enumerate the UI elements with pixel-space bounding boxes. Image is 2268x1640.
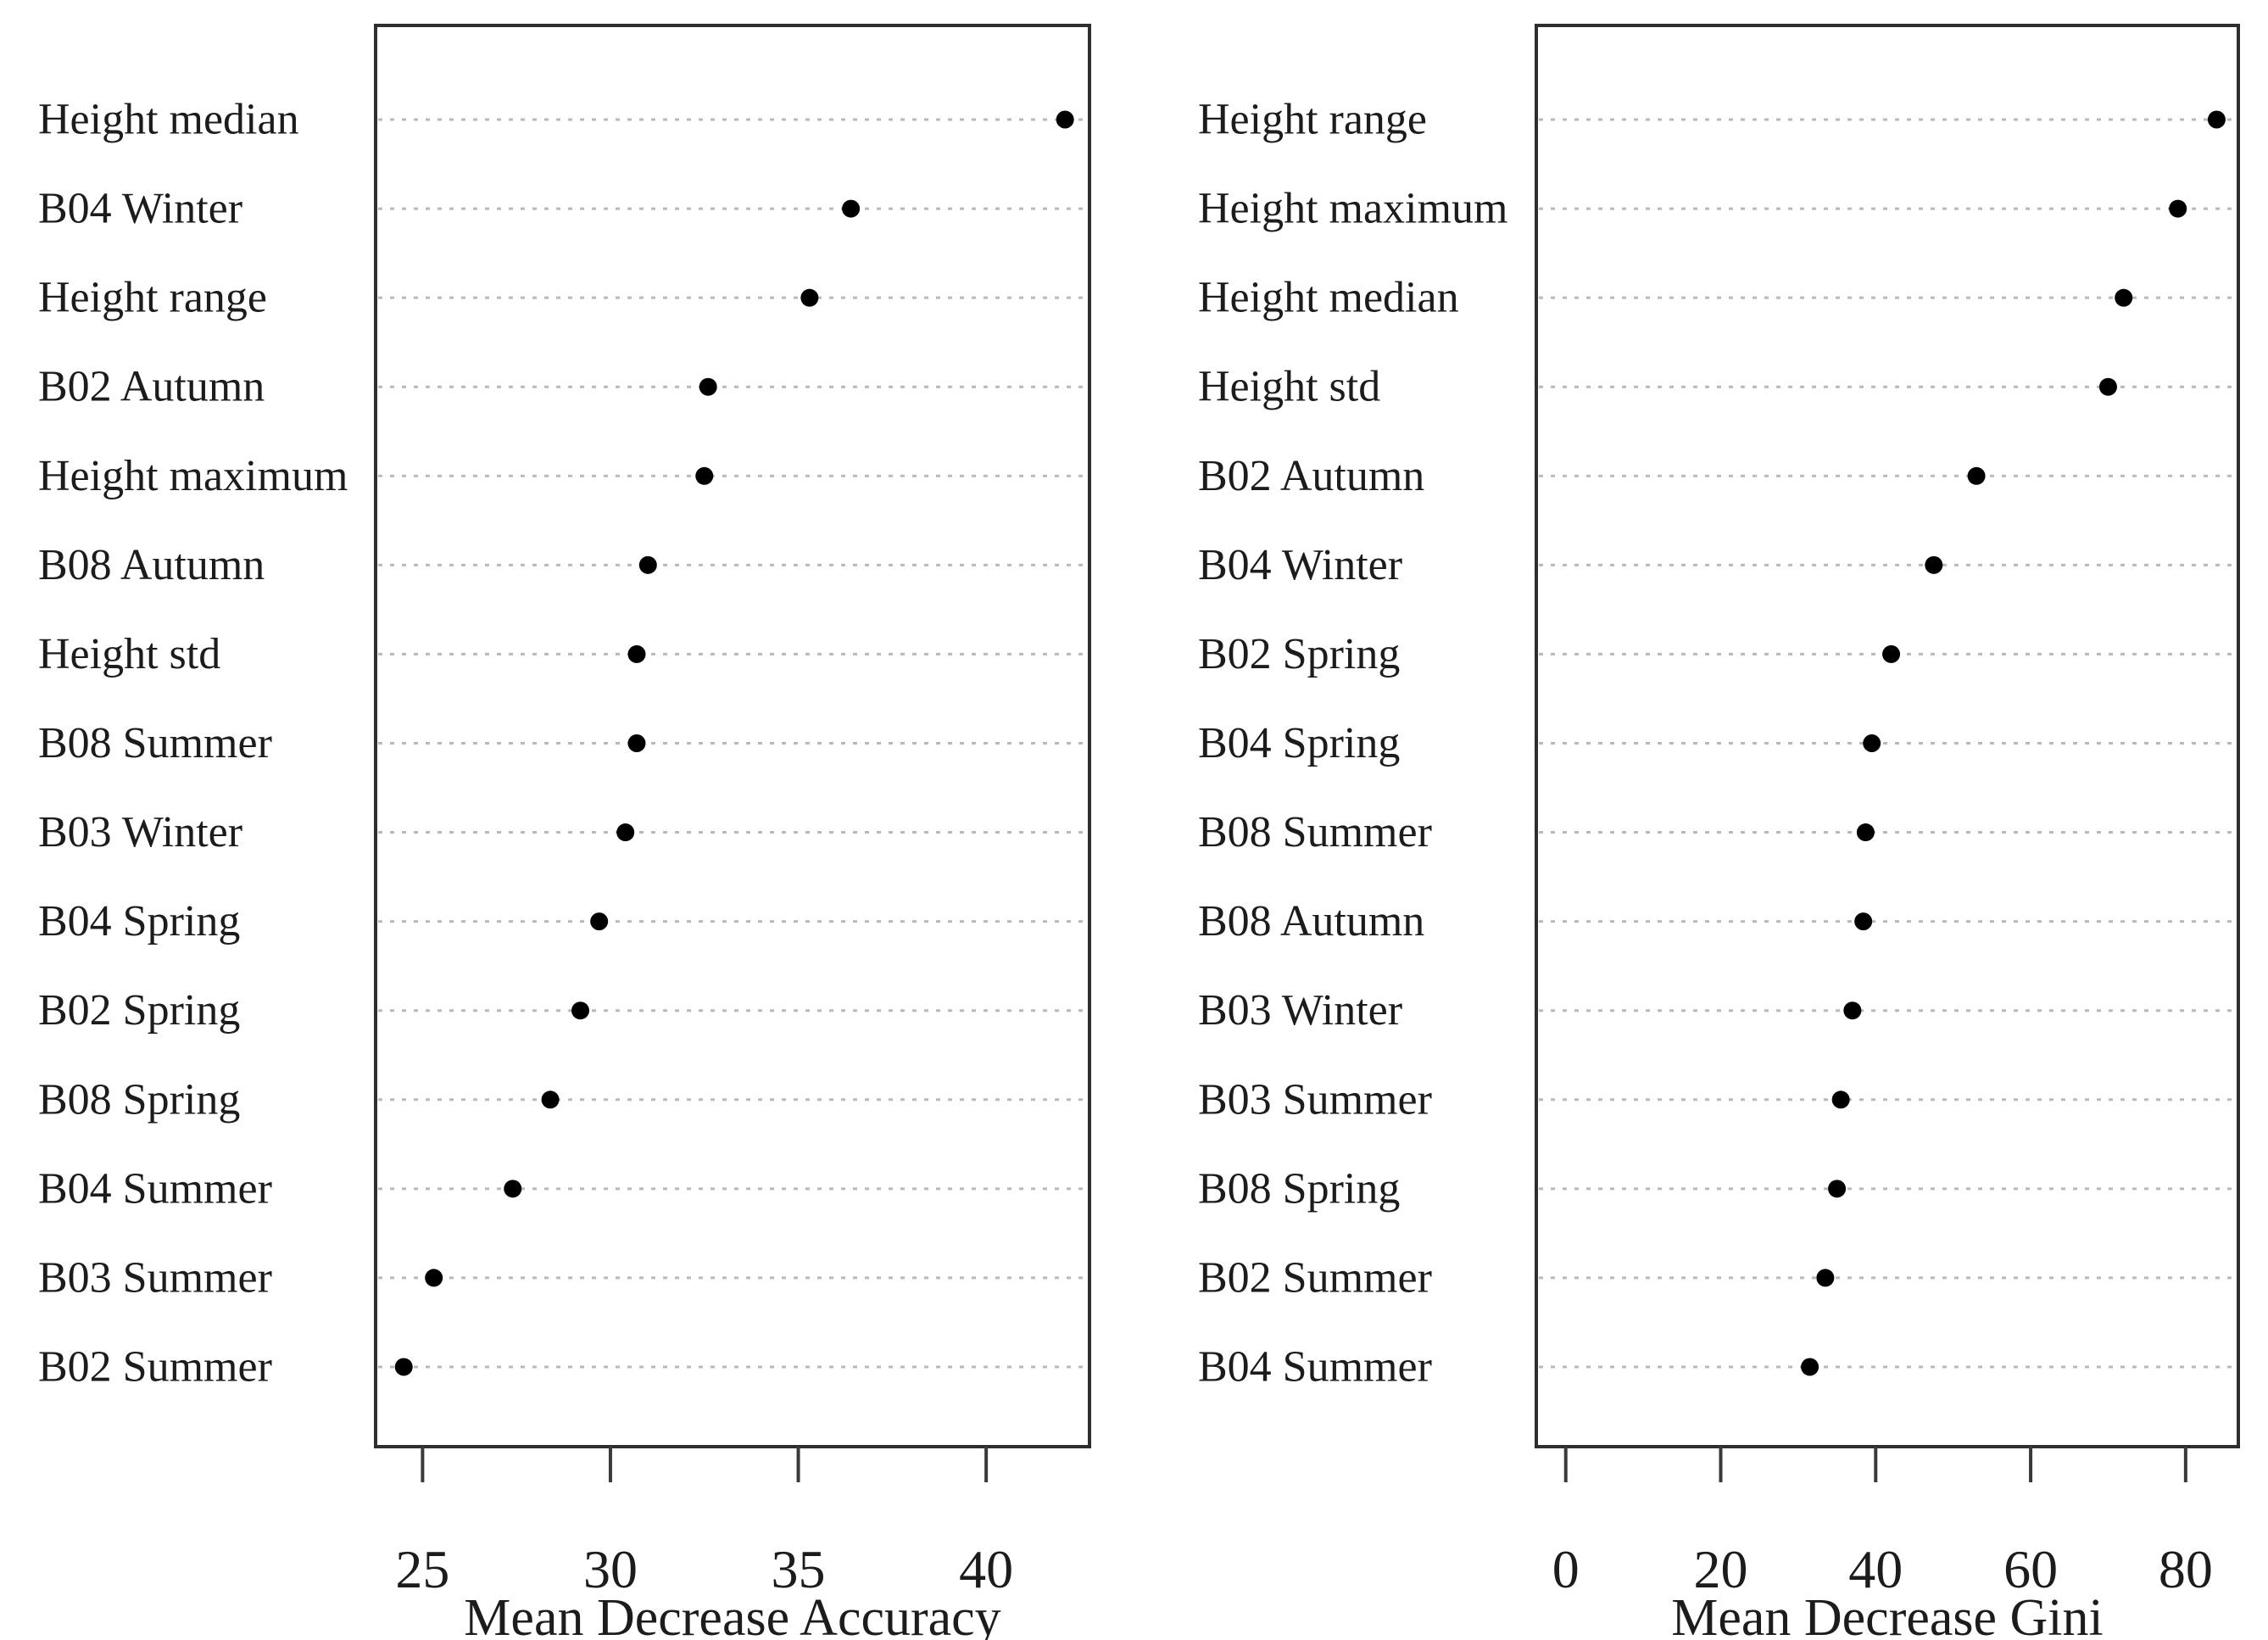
x-axis-tick-label: 40 (1848, 1539, 1903, 1599)
data-point (1967, 466, 1986, 485)
x-axis-title: Mean Decrease Accuracy (464, 1589, 1000, 1640)
x-axis-title: Mean Decrease Gini (1671, 1589, 2104, 1640)
category-label: B04 Spring (38, 897, 240, 946)
data-point (1843, 1001, 1862, 1020)
category-label: B02 Summer (1198, 1253, 1432, 1302)
category-label: B04 Summer (1198, 1342, 1432, 1391)
data-point (1816, 1269, 1835, 1287)
data-point (541, 1091, 560, 1109)
x-axis-tick-label: 40 (959, 1539, 1013, 1599)
category-label: B02 Spring (1198, 630, 1400, 678)
plot-area-border (374, 24, 1091, 1448)
category-label: B02 Autumn (1198, 452, 1424, 500)
data-point (394, 1358, 413, 1376)
chart-mean-decrease-gini: Height range Height maximum Height median H… (1198, 24, 2240, 1640)
x-axis-tick-label: 25 (395, 1539, 449, 1599)
category-label: B03 Winter (1198, 986, 1402, 1035)
data-point (1854, 912, 1873, 931)
category-label: Height maximum (38, 452, 348, 500)
category-label: B08 Summer (38, 719, 272, 767)
data-point (1056, 110, 1074, 129)
data-point (627, 644, 646, 663)
data-point (2169, 199, 2187, 218)
category-label: B04 Winter (1198, 541, 1402, 589)
x-axis-tick-label: 35 (772, 1539, 826, 1599)
category-label: B08 Spring (38, 1075, 240, 1124)
category-label: B08 Summer (1198, 808, 1432, 856)
data-point (699, 377, 717, 396)
data-point (1831, 1091, 1850, 1109)
data-point (2207, 110, 2226, 129)
plot-area-border (1535, 24, 2240, 1448)
data-point (571, 1001, 590, 1020)
data-point (425, 1269, 443, 1287)
data-point (1856, 823, 1875, 842)
data-point (842, 199, 861, 218)
data-point (616, 823, 635, 842)
chart-mean-decrease-accuracy: Height median B04 Winter Height range B02 A… (38, 24, 1091, 1640)
data-point (590, 912, 609, 931)
data-point (2115, 288, 2133, 307)
data-point (800, 288, 819, 307)
category-label: B08 Spring (1198, 1164, 1400, 1213)
data-point (2098, 377, 2117, 396)
category-label: B02 Spring (38, 986, 240, 1035)
category-label: Height std (38, 630, 220, 678)
x-axis-tick-label: 30 (583, 1539, 638, 1599)
category-label: Height std (1198, 363, 1380, 411)
category-label: Height median (1198, 274, 1459, 322)
category-label: B08 Autumn (38, 541, 265, 589)
category-label: B03 Winter (38, 808, 242, 856)
category-label: B02 Autumn (38, 363, 265, 411)
x-axis-tick-label: 60 (2003, 1539, 2058, 1599)
data-point (504, 1180, 522, 1198)
category-label: B04 Summer (38, 1164, 272, 1213)
data-point (1925, 555, 1943, 574)
category-label: B02 Summer (38, 1342, 272, 1391)
data-point (695, 466, 714, 485)
category-label: B03 Summer (38, 1253, 272, 1302)
x-axis-tick-label: 0 (1552, 1539, 1580, 1599)
data-point (638, 555, 657, 574)
category-label: Height range (38, 274, 267, 322)
data-point (1863, 734, 1881, 752)
category-label: B04 Winter (38, 185, 242, 233)
data-point (1828, 1180, 1847, 1198)
category-label: Height maximum (1198, 185, 1507, 233)
category-label: B03 Summer (1198, 1075, 1432, 1124)
x-axis-tick-label: 80 (2159, 1539, 2213, 1599)
category-label: Height range (1198, 96, 1427, 144)
data-point (627, 734, 646, 752)
category-label: B04 Spring (1198, 719, 1400, 767)
x-axis-tick-label: 20 (1694, 1539, 1748, 1599)
data-point (1882, 644, 1901, 663)
data-point (1801, 1358, 1819, 1376)
category-label: B08 Autumn (1198, 897, 1424, 946)
category-label: Height median (38, 96, 299, 144)
